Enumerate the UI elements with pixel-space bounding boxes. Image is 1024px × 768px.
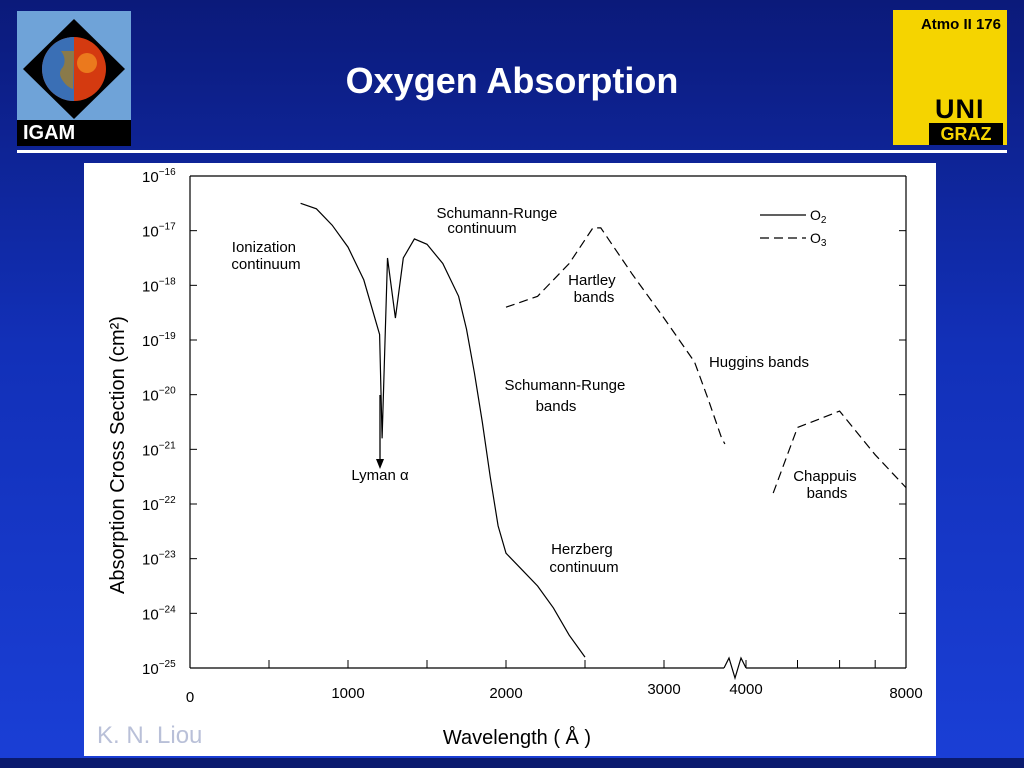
chart-panel: 10−16 10−17 10−18 10−19 10−20 10−21 10−22 10−23… [84,163,936,756]
y-tick-label: 10−17 [142,222,176,241]
y-tick-label: 10−25 [142,659,176,678]
graz-logo-text: GRAZ [929,123,1003,145]
annotation-herzberg: Herzberg continuum [549,541,618,576]
annotation-huggins: Huggins bands [709,354,809,371]
y-tick-label: 10−24 [142,604,176,623]
annotation-schumann-runge-continuum: Schumann-Runge continuum [436,205,561,237]
earth-sun-icon [23,19,125,119]
chart-legend: O2 O3 [760,207,827,249]
series-o2-line [300,202,586,658]
annotation-ionization: Ionization continuum [231,239,300,273]
x-tick-label: 8000 [889,685,922,702]
x-tick-label: 0 [186,689,194,706]
chart-axes: 10−16 10−17 10−18 10−19 10−20 10−21 10−22 10−23… [142,167,923,706]
annotation-lyman-alpha: Lyman α [351,467,409,484]
uni-graz-logo: Atmo II 176 UNI GRAZ [893,10,1007,145]
y-axis-label: Absorption Cross Section (cm²) [107,316,129,594]
series-o3-line [505,227,726,445]
annotation-hartley: Hartley bands [568,272,620,306]
legend-o2: O2 [810,207,827,226]
legend-o3: O3 [810,230,827,249]
x-tick-label: 1000 [331,685,364,702]
absorption-chart: 10−16 10−17 10−18 10−19 10−20 10−21 10−22 10−23… [107,167,923,749]
axis-break-mark [723,656,747,681]
slide-title: Oxygen Absorption [345,60,679,101]
annotation-schumann-runge-bands: Schumann-Runge bands [504,377,629,415]
y-tick-label: 10−23 [142,550,176,569]
y-tick-label: 10−19 [142,331,176,350]
author-credit: K. N. Liou [97,722,203,749]
x-tick-label: 2000 [489,685,522,702]
y-tick-label: 10−21 [142,440,176,459]
footer-bar [0,758,1024,768]
annotation-labels: Ionization continuum Schumann-Runge cont… [231,205,861,576]
y-tick-label: 10−20 [142,386,176,405]
uni-logo-text: UNI [935,94,985,124]
y-tick-label: 10−18 [142,276,176,295]
igam-logo: IGAM [17,11,131,146]
igam-logo-text: IGAM [17,120,131,146]
slide-number-tag: Atmo II 176 [920,16,1001,33]
x-axis-label: Wavelength ( Å ) [443,726,591,749]
series-o3-line [772,410,907,494]
x-tick-label: 4000 [729,681,762,698]
chart-series [300,202,907,658]
x-tick-label: 3000 [647,681,680,698]
annotation-chappuis: Chappuis bands [793,468,861,502]
y-tick-label: 10−16 [142,167,176,186]
lyman-alpha-arrow [376,395,384,469]
title-divider [17,150,1007,153]
y-tick-label: 10−22 [142,495,176,514]
